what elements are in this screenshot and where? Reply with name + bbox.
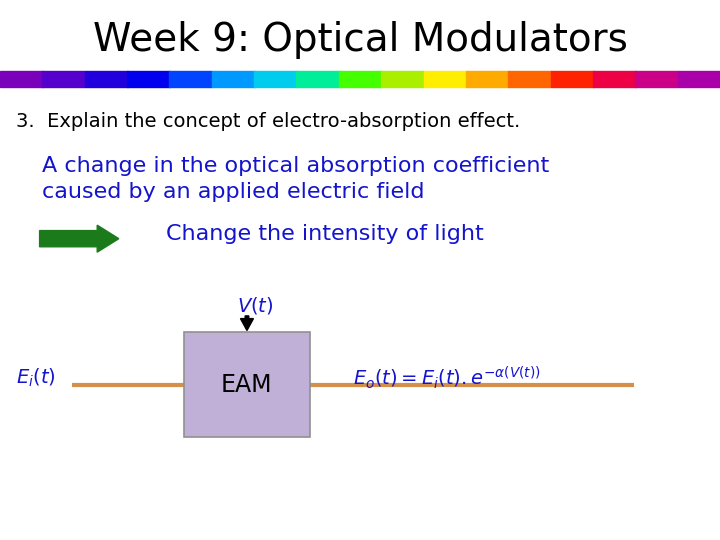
- Text: caused by an applied electric field: caused by an applied electric field: [42, 181, 424, 202]
- Text: $E_o(t) = E_i(t).e^{-\alpha(V(t))}$: $E_o(t) = E_i(t).e^{-\alpha(V(t))}$: [353, 364, 541, 391]
- Bar: [212, 71, 255, 87]
- FancyBboxPatch shape: [184, 332, 310, 437]
- Text: 3.  Explain the concept of electro-absorption effect.: 3. Explain the concept of electro-absorp…: [16, 112, 520, 131]
- Bar: [169, 71, 212, 87]
- Bar: [0, 71, 43, 87]
- Bar: [127, 71, 170, 87]
- Bar: [635, 71, 678, 87]
- Text: $V(t)$: $V(t)$: [238, 295, 274, 315]
- Bar: [254, 71, 297, 87]
- Text: EAM: EAM: [221, 373, 272, 397]
- FancyArrow shape: [240, 316, 253, 330]
- Bar: [297, 71, 340, 87]
- Text: A change in the optical absorption coefficient: A change in the optical absorption coeff…: [42, 156, 549, 176]
- Bar: [466, 71, 509, 87]
- Text: Week 9: Optical Modulators: Week 9: Optical Modulators: [93, 21, 627, 59]
- Bar: [551, 71, 594, 87]
- Bar: [423, 71, 467, 87]
- Bar: [678, 71, 720, 87]
- Bar: [381, 71, 424, 87]
- Bar: [85, 71, 127, 87]
- FancyArrow shape: [40, 225, 119, 252]
- Bar: [593, 71, 636, 87]
- Bar: [508, 71, 552, 87]
- Text: $E_i(t)$: $E_i(t)$: [16, 367, 55, 389]
- Text: Change the intensity of light: Change the intensity of light: [166, 224, 483, 245]
- Bar: [42, 71, 86, 87]
- Bar: [339, 71, 382, 87]
